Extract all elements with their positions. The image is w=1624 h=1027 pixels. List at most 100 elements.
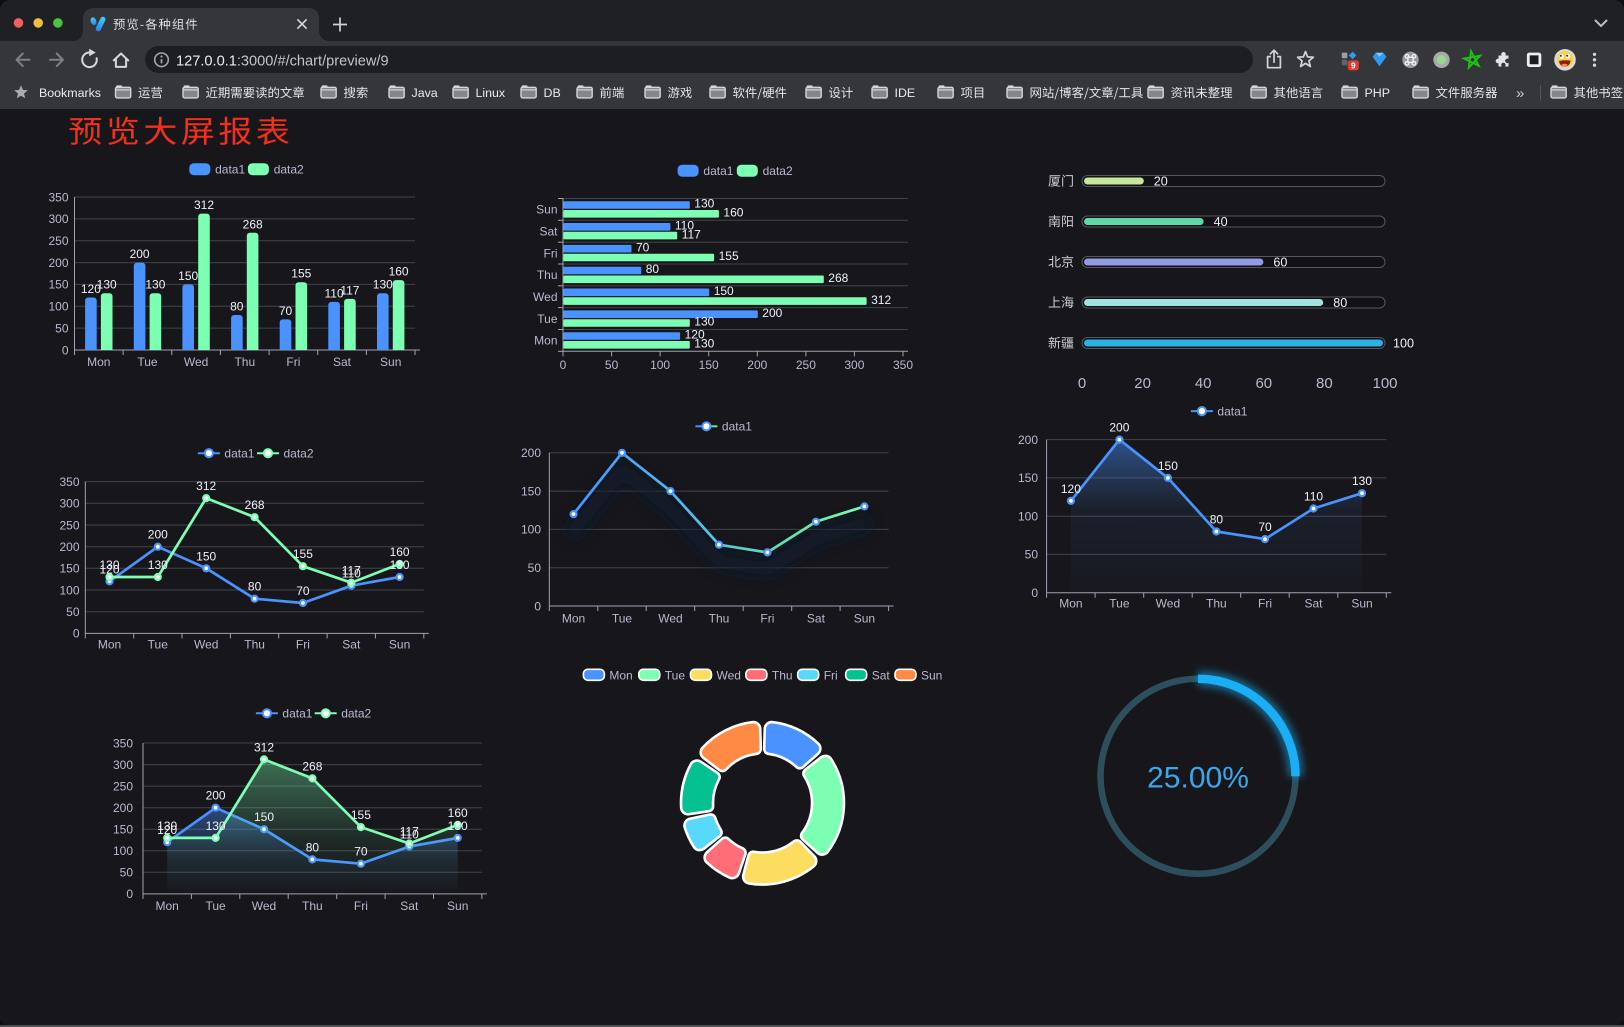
svg-text:Tue: Tue xyxy=(148,638,169,652)
svg-text:Mon: Mon xyxy=(609,668,632,682)
svg-text:100: 100 xyxy=(650,358,670,372)
svg-text:150: 150 xyxy=(1158,459,1178,473)
svg-text:120: 120 xyxy=(685,328,705,342)
svg-text:150: 150 xyxy=(699,358,719,372)
svg-text:250: 250 xyxy=(59,518,79,532)
svg-text:50: 50 xyxy=(55,321,69,335)
svg-text:60: 60 xyxy=(1255,375,1272,392)
svg-text:Sun: Sun xyxy=(921,668,942,682)
svg-text:130: 130 xyxy=(157,819,177,833)
svg-text:150: 150 xyxy=(254,810,274,824)
svg-text:155: 155 xyxy=(719,249,739,263)
svg-text:80: 80 xyxy=(1316,375,1333,392)
svg-text:Wed: Wed xyxy=(194,638,218,652)
svg-text:80: 80 xyxy=(306,840,320,854)
svg-text:0: 0 xyxy=(560,358,567,372)
svg-text:200: 200 xyxy=(148,528,168,542)
svg-text:data2: data2 xyxy=(284,447,314,461)
svg-text:312: 312 xyxy=(871,293,891,307)
svg-text:Sun: Sun xyxy=(380,355,401,369)
svg-text:PHP: PHP xyxy=(1365,86,1390,100)
svg-text:312: 312 xyxy=(254,740,274,754)
svg-text:160: 160 xyxy=(448,806,468,820)
svg-text:Fri: Fri xyxy=(286,355,300,369)
svg-text:40: 40 xyxy=(1214,215,1228,229)
svg-text:160: 160 xyxy=(390,545,410,559)
svg-text:100: 100 xyxy=(1393,337,1414,351)
svg-text:100: 100 xyxy=(521,523,541,537)
svg-text:data1: data1 xyxy=(215,163,245,177)
svg-text:120: 120 xyxy=(157,823,177,837)
svg-text:155: 155 xyxy=(291,267,311,281)
svg-text:150: 150 xyxy=(196,549,216,563)
svg-text:Sat: Sat xyxy=(342,638,361,652)
svg-text:data2: data2 xyxy=(763,164,793,178)
svg-text:130: 130 xyxy=(694,315,714,329)
svg-text:130: 130 xyxy=(206,819,226,833)
svg-text:150: 150 xyxy=(113,823,133,837)
svg-text:Wed: Wed xyxy=(658,612,682,626)
svg-text:Thu: Thu xyxy=(244,638,265,652)
svg-text:0: 0 xyxy=(62,343,69,357)
svg-text:130: 130 xyxy=(145,278,165,292)
svg-text:110: 110 xyxy=(675,219,694,233)
svg-text:120: 120 xyxy=(81,282,101,296)
svg-text:150: 150 xyxy=(178,269,198,283)
svg-text:130: 130 xyxy=(694,337,714,351)
svg-text:110: 110 xyxy=(1304,490,1323,504)
svg-text:200: 200 xyxy=(521,446,541,460)
svg-text:Fri: Fri xyxy=(296,638,310,652)
svg-text:80: 80 xyxy=(248,580,262,594)
svg-text:Thu: Thu xyxy=(537,268,558,282)
svg-text:70: 70 xyxy=(354,845,368,859)
svg-text:Thu: Thu xyxy=(772,668,793,682)
svg-text:100: 100 xyxy=(113,844,133,858)
svg-text:200: 200 xyxy=(59,540,79,554)
svg-text:Tue: Tue xyxy=(137,355,158,369)
svg-text:Mon: Mon xyxy=(87,355,110,369)
svg-text:Bookmarks: Bookmarks xyxy=(39,86,101,100)
svg-text:data1: data1 xyxy=(722,420,752,434)
svg-text:300: 300 xyxy=(844,358,864,372)
svg-text:200: 200 xyxy=(747,358,767,372)
svg-text:Mon: Mon xyxy=(1059,597,1082,611)
svg-text:150: 150 xyxy=(48,278,68,292)
svg-text:150: 150 xyxy=(521,484,541,498)
svg-text:data1: data1 xyxy=(703,164,733,178)
svg-text:0: 0 xyxy=(1031,586,1038,600)
svg-text:Java: Java xyxy=(412,86,438,100)
svg-text:70: 70 xyxy=(636,240,650,254)
svg-text:200: 200 xyxy=(130,247,150,261)
svg-text:80: 80 xyxy=(646,262,660,276)
svg-text:Mon: Mon xyxy=(562,612,585,626)
svg-text:268: 268 xyxy=(245,498,265,512)
svg-text:data2: data2 xyxy=(274,163,304,177)
svg-text:50: 50 xyxy=(66,605,80,619)
svg-text:350: 350 xyxy=(893,358,913,372)
svg-text:Sat: Sat xyxy=(1304,597,1323,611)
svg-text:Fri: Fri xyxy=(544,246,558,260)
svg-text:100: 100 xyxy=(1372,375,1397,392)
svg-text:Sat: Sat xyxy=(872,668,891,682)
svg-text:110: 110 xyxy=(400,828,419,842)
svg-text:300: 300 xyxy=(113,758,133,772)
svg-text:300: 300 xyxy=(59,497,79,511)
svg-text:0: 0 xyxy=(126,887,133,901)
svg-text:350: 350 xyxy=(48,190,68,204)
svg-text:200: 200 xyxy=(206,789,226,803)
svg-text:127.0.0.1:3000/#/chart/preview: 127.0.0.1:3000/#/chart/preview/9 xyxy=(176,53,389,69)
svg-text:Fri: Fri xyxy=(760,612,774,626)
svg-text:250: 250 xyxy=(113,779,133,793)
svg-text:160: 160 xyxy=(389,265,409,279)
svg-text:Thu: Thu xyxy=(1206,597,1227,611)
svg-text:IDE: IDE xyxy=(895,86,916,100)
svg-text:50: 50 xyxy=(605,358,619,372)
svg-text:50: 50 xyxy=(528,561,542,575)
svg-text:110: 110 xyxy=(325,286,344,300)
svg-text:40: 40 xyxy=(1195,375,1212,392)
svg-text:268: 268 xyxy=(243,217,263,231)
svg-text:Sat: Sat xyxy=(539,225,558,239)
svg-text:200: 200 xyxy=(48,256,68,270)
svg-text:117: 117 xyxy=(682,227,701,241)
svg-text:data1: data1 xyxy=(1217,404,1247,418)
